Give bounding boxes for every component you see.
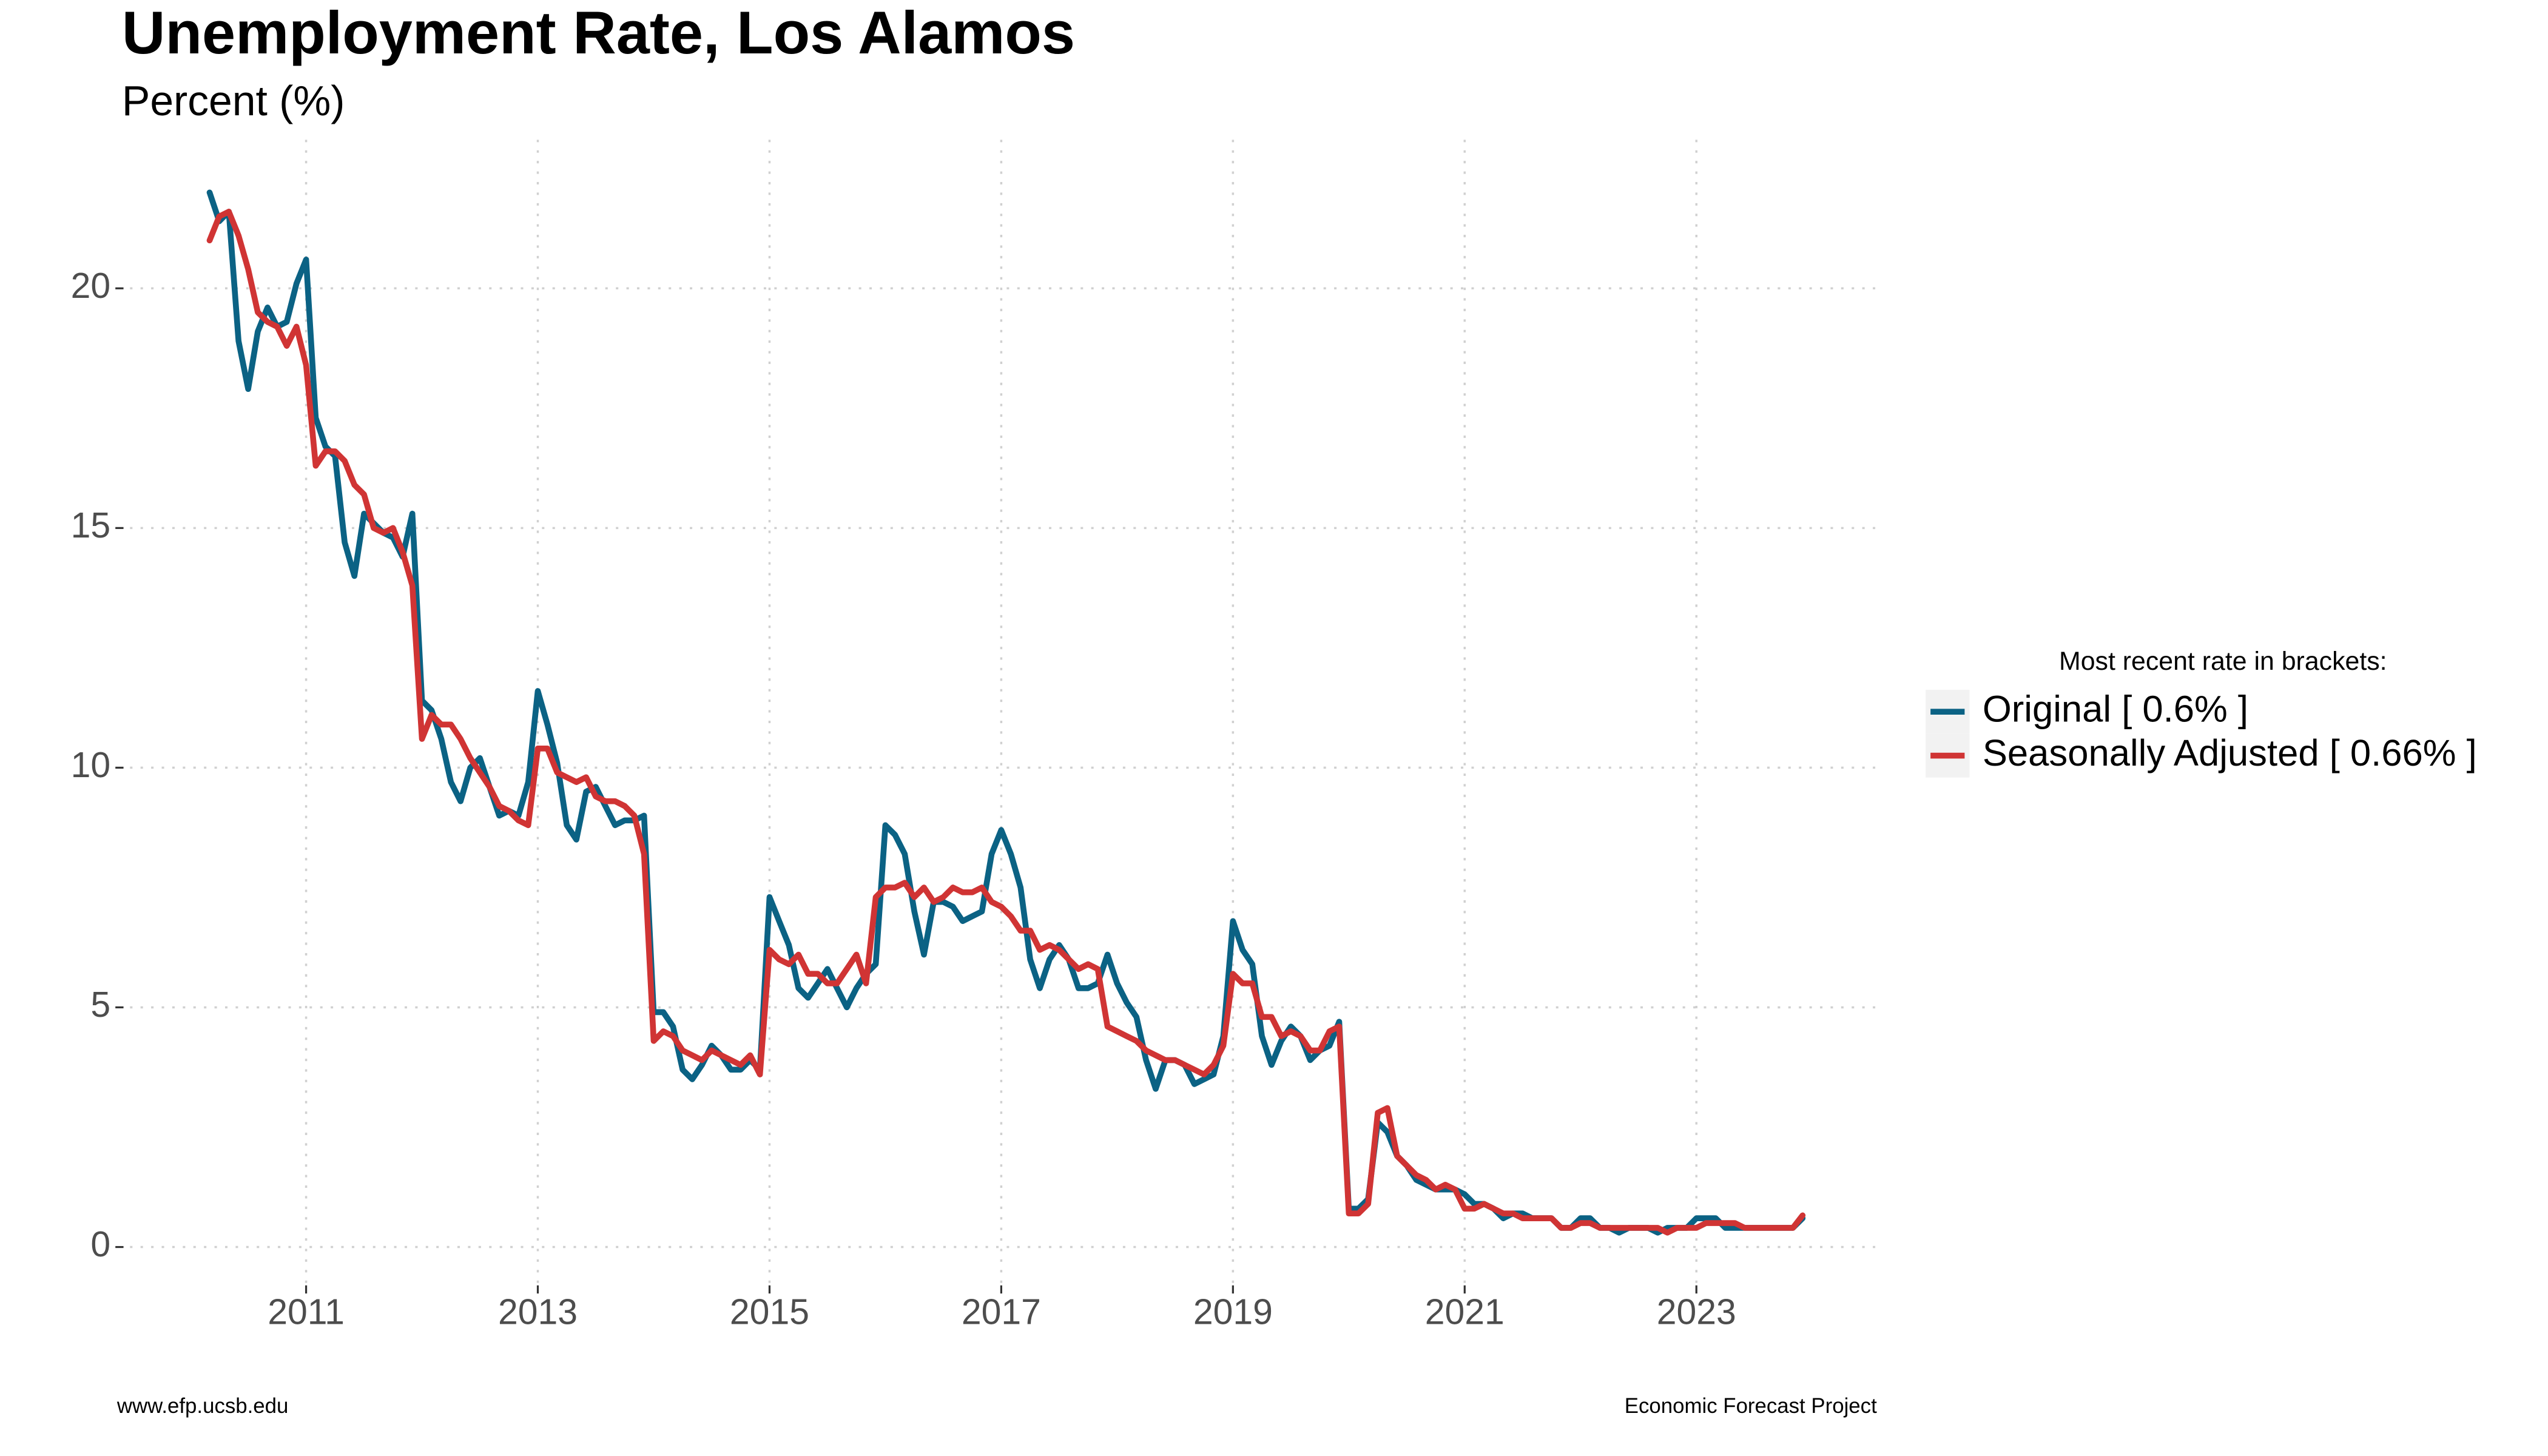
legend-title: Most recent rate in brackets: [2059,647,2387,676]
y-tick-label: 20 [71,266,111,306]
series-line [206,209,1806,1236]
legend-label: Seasonally Adjusted [ 0.66% ] [1983,732,2477,774]
chart-subtitle: Percent (%) [122,77,345,124]
x-tick-label: 2013 [498,1293,578,1332]
x-tick-label: 2023 [1657,1293,1736,1332]
caption-left: www.efp.ucsb.edu [116,1394,289,1418]
x-tick-label: 2019 [1193,1293,1273,1332]
x-tick-label: 2017 [962,1293,1041,1332]
chart-title: Unemployment Rate, Los Alamos [122,0,1075,67]
y-tick-label: 5 [90,985,110,1025]
caption-right: Economic Forecast Project [1625,1394,1877,1418]
x-tick-label: 2015 [730,1293,809,1332]
x-tick-label: 2011 [268,1293,345,1332]
x-tick-label: 2021 [1425,1293,1505,1332]
legend-label: Original [ 0.6% ] [1983,688,2248,730]
y-tick-label: 0 [90,1225,110,1264]
y-tick-label: 10 [71,746,111,785]
y-tick-label: 15 [71,506,111,545]
